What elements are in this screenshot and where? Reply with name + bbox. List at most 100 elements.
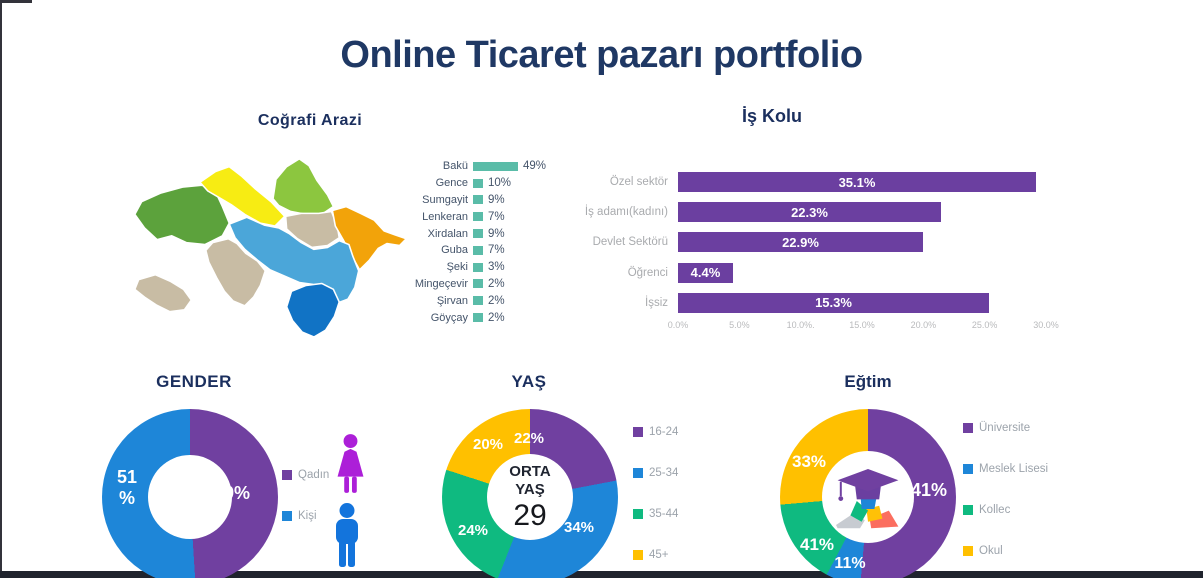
legend-item: Kollec: [963, 503, 1048, 516]
legend-item: 25-34: [633, 466, 678, 479]
geo-city-label: Gence: [435, 177, 468, 190]
legend-swatch: [963, 422, 973, 433]
egtim-slice-label: 41%: [910, 480, 948, 500]
egtim-slice-label: 11%: [834, 555, 866, 572]
iskolu-row: Öğrenci 4.4%: [560, 258, 1060, 288]
legend-swatch: [963, 504, 973, 515]
iskolu-bar: 22.3%: [678, 202, 941, 223]
iskolu-row: Devlet Sektörü 22.9%: [560, 227, 1060, 257]
iskolu-category-label: Devlet Sektörü: [592, 236, 668, 249]
map-region: [134, 273, 193, 313]
geo-value-label: 9%: [488, 227, 505, 240]
legend-swatch: [633, 426, 643, 437]
left-edge-line: [0, 0, 2, 578]
geo-bar: [473, 296, 483, 306]
legend-swatch: [633, 549, 643, 560]
geo-bar: [473, 262, 483, 272]
yas-legend: 16-24 25-34 35-44 45+: [633, 425, 678, 578]
yas-donut-chart: 22% 34% 24% 20% ORTA YAŞ 29: [442, 409, 618, 578]
gender-legend: Qadın Kişi: [282, 468, 329, 550]
map-region: [284, 210, 340, 249]
legend-item: Üniversite: [963, 421, 1048, 434]
map-region: [285, 282, 340, 338]
geo-section-title: Coğrafi Arazi: [257, 112, 363, 129]
legend-label: Kişi: [298, 509, 317, 522]
geo-bar: [473, 161, 518, 171]
map-region: [134, 184, 231, 246]
legend-item: Kişi: [282, 509, 329, 522]
bottom-edge-bar: [0, 571, 1203, 578]
gender-donut-chart: 49% 51 %: [102, 409, 278, 578]
geo-row: Göyçay 2%: [404, 309, 574, 326]
map-region: [205, 237, 267, 307]
iskolu-category-label: İşsiz: [645, 296, 668, 309]
orta-yas-label: ORTA: [509, 462, 551, 480]
orta-yas-value: 29: [513, 499, 547, 532]
iskolu-category-label: İş adamı(kadını): [584, 206, 668, 219]
axis-tick-label: 20.0%: [910, 319, 937, 330]
iskolu-bar: 35.1%: [678, 172, 1036, 193]
geo-row: Mingeçevir 2%: [404, 276, 574, 293]
geo-city-label: Xirdalan: [427, 227, 468, 240]
legend-swatch: [282, 469, 292, 480]
legend-swatch: [282, 510, 292, 521]
orta-yas-label: YAŞ: [515, 481, 545, 499]
axis-tick-label: 5.0%: [729, 319, 750, 330]
iskolu-bar: 15.3%: [678, 292, 989, 313]
yas-slice-label: 24%: [457, 522, 489, 539]
geo-row: Sumgayit 9%: [404, 192, 574, 209]
egtim-slice-label: 41%: [799, 535, 835, 554]
yas-section-title: YAŞ: [511, 372, 547, 391]
legend-item: Meslek Lisesi: [963, 462, 1048, 475]
egtim-donut-chart: 41% 11% 41% 33%: [780, 409, 956, 578]
legend-swatch: [633, 467, 643, 478]
iskolu-row: İşsiz 15.3%: [560, 288, 1060, 318]
iskolu-chart: Özel sektör 35.1% İş adamı(kadını) 22.3% Dev…: [560, 167, 1060, 334]
geo-city-label: Lenkeran: [422, 210, 468, 223]
azerbaijan-map: [134, 158, 408, 338]
iskolu-section-title: İş Kolu: [741, 106, 802, 126]
donut-hole: [822, 451, 914, 543]
map-region: [199, 165, 286, 227]
iskolu-value-label: 35.1%: [838, 174, 876, 190]
geo-value-label: 49%: [523, 160, 547, 173]
geo-bar: [473, 313, 483, 323]
geo-bar: [473, 245, 483, 255]
top-edge-tick: [0, 0, 32, 3]
legend-item: Qadın: [282, 468, 329, 481]
legend-item: Okul: [963, 544, 1048, 557]
geo-row: Lenkeran 7%: [404, 208, 574, 225]
iskolu-value-label: 22.3%: [791, 204, 828, 220]
legend-swatch: [633, 508, 643, 519]
legend-item: 35-44: [633, 507, 678, 520]
map-region: [228, 216, 360, 305]
man-icon: [336, 503, 358, 567]
iskolu-row: Özel sektör 35.1%: [560, 167, 1060, 197]
iskolu-bars: Özel sektör 35.1% İş adamı(kadını) 22.3% Dev…: [560, 167, 1060, 318]
geo-city-label: Şirvan: [436, 294, 468, 307]
legend-swatch: [963, 463, 973, 474]
iskolu-bar: 4.4%: [678, 262, 733, 283]
legend-label: Kollec: [979, 503, 1011, 516]
geo-value-label: 2%: [488, 294, 505, 307]
geo-city-label: Şeki: [446, 261, 468, 274]
iskolu-axis: 0.0% 5.0% 10.0%. 15.0% 20.0% 25.0% 30.0%: [668, 319, 1059, 334]
legend-label: 16-24: [649, 425, 679, 438]
geo-bar: [473, 229, 483, 239]
legend-label: 45+: [649, 548, 669, 561]
geo-row: Gence 10%: [404, 175, 574, 192]
map-region: [272, 158, 335, 216]
geo-city-label: Göyçay: [430, 311, 468, 324]
geo-city-label: Mingeçevir: [414, 277, 468, 290]
donut-hole: ORTA YAŞ 29: [487, 454, 573, 540]
iskolu-value-label: 22.9%: [782, 234, 819, 250]
iskolu-row: İş adamı(kadını) 22.3%: [560, 197, 1060, 227]
donut-hole: [148, 455, 232, 539]
axis-tick-label: 15.0%: [849, 319, 875, 330]
geo-bar: [473, 279, 483, 289]
geo-city-label: Sumgayit: [422, 193, 468, 206]
geo-row: Şeki 3%: [404, 259, 574, 276]
legend-label: Üniversite: [979, 421, 1031, 434]
geo-value-label: 7%: [488, 210, 505, 223]
